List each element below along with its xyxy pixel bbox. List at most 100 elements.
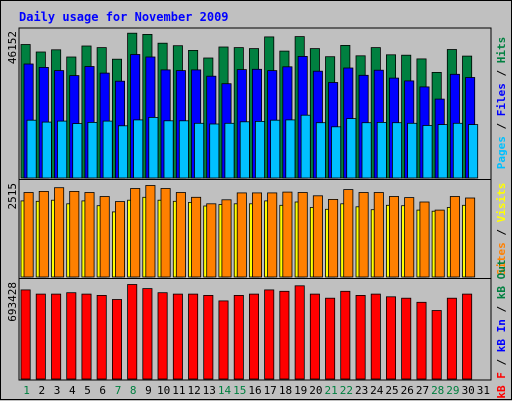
bar-sites-day-26 — [404, 197, 415, 278]
bar-pages-day-12 — [194, 122, 205, 179]
legend-item-kb-out: kB Out — [495, 259, 508, 299]
y-max-label-visits-sites: 2515 — [6, 183, 19, 210]
x-tick-label-day-19: 19 — [294, 384, 307, 397]
bar-pages-day-19 — [300, 114, 311, 179]
bar-sites-day-30 — [465, 197, 476, 278]
bar-sites-day-19 — [297, 192, 308, 278]
bar-kbytes-day-20 — [309, 293, 320, 380]
bar-sites-day-12 — [191, 196, 202, 278]
bar-sites-day-10 — [160, 188, 171, 278]
y-max-label-hits-files-pages: 46152 — [6, 31, 19, 64]
x-tick-label-day-30: 30 — [462, 384, 475, 397]
bar-sites-day-13 — [206, 203, 217, 278]
legend-item-sep: / — [495, 352, 508, 372]
bar-sites-day-5 — [84, 192, 95, 278]
bar-kbytes-day-26 — [401, 297, 412, 380]
bar-kbytes-day-19 — [294, 285, 305, 380]
bar-kbytes-day-16 — [248, 293, 259, 380]
legend-item-files: Files — [495, 83, 508, 116]
bar-sites-day-14 — [221, 199, 232, 278]
bar-kbytes-day-17 — [264, 289, 275, 380]
bar-sites-day-17 — [267, 192, 278, 278]
x-tick-label-day-17: 17 — [264, 384, 277, 397]
x-tick-label-day-11: 11 — [172, 384, 185, 397]
x-tick-label-day-14: 14 — [218, 384, 232, 397]
x-tick-label-day-20: 20 — [309, 384, 322, 397]
bar-kbytes-day-27 — [416, 301, 427, 380]
legend-item-kb-in: kB In — [495, 319, 508, 352]
bar-sites-day-21 — [328, 198, 339, 278]
x-tick-label-day-16: 16 — [248, 384, 261, 397]
x-tick-label-day-15: 15 — [233, 384, 246, 397]
bar-pages-day-3 — [57, 120, 68, 179]
x-tick-label-day-3: 3 — [54, 384, 61, 397]
bar-sites-day-6 — [99, 196, 110, 278]
bar-kbytes-day-28 — [431, 310, 442, 380]
bar-kbytes-day-29 — [446, 297, 457, 380]
legend-hits-files-pages: Pages / Files / Hits — [495, 37, 508, 170]
legend-item-sites: Sites — [495, 242, 508, 275]
bar-pages-day-24 — [376, 122, 387, 179]
x-tick-label-day-29: 29 — [446, 384, 459, 397]
bar-pages-day-8 — [133, 119, 144, 179]
bar-pages-day-29 — [452, 122, 463, 179]
bar-sites-day-3 — [54, 187, 65, 278]
bar-kbytes-day-30 — [462, 293, 473, 380]
bar-kbytes-day-3 — [51, 293, 62, 380]
bar-pages-day-7 — [118, 125, 129, 179]
bar-kbytes-day-18 — [279, 290, 290, 380]
legend-kb-in-out-f: kB F / kB In / kB Out — [495, 259, 508, 398]
bar-kbytes-day-10 — [157, 292, 168, 380]
chart-title: Daily usage for November 2009 — [19, 10, 229, 24]
bar-pages-day-22 — [346, 118, 357, 179]
legend-item-pages: Pages — [495, 136, 508, 169]
x-tick-label-day-26: 26 — [401, 384, 414, 397]
bar-pages-day-2 — [41, 121, 52, 179]
bar-pages-day-14 — [224, 122, 235, 179]
x-tick-label-day-27: 27 — [416, 384, 429, 397]
x-tick-label-day-13: 13 — [203, 384, 216, 397]
bar-pages-day-13 — [209, 123, 220, 179]
legend-item-sep: / — [495, 116, 508, 136]
x-tick-label-day-18: 18 — [279, 384, 292, 397]
x-tick-label-day-9: 9 — [145, 384, 152, 397]
bar-sites-day-8 — [130, 188, 141, 278]
bar-sites-day-18 — [282, 191, 293, 278]
bar-sites-day-23 — [358, 192, 369, 278]
x-tick-label-day-24: 24 — [370, 384, 384, 397]
bar-sites-day-1 — [23, 192, 34, 278]
bar-sites-day-4 — [69, 190, 80, 278]
x-tick-label-day-31: 31 — [477, 384, 490, 397]
bar-pages-day-27 — [422, 125, 433, 179]
legend-item-kb-f: kB F — [495, 372, 508, 399]
legend-item-sep: / — [495, 63, 508, 83]
x-tick-label-day-21: 21 — [324, 384, 337, 397]
bar-kbytes-day-1 — [20, 289, 31, 380]
bar-kbytes-day-22 — [340, 290, 351, 380]
plot-border — [18, 27, 492, 381]
bar-pages-day-26 — [407, 122, 418, 179]
bar-kbytes-day-11 — [172, 293, 183, 380]
bar-pages-day-30 — [468, 124, 479, 179]
legend-visits-sites: Sites / Visits — [495, 183, 508, 276]
bar-sites-day-28 — [434, 209, 445, 278]
bar-pages-day-11 — [178, 120, 189, 179]
legend-item-hits: Hits — [495, 37, 508, 64]
bar-pages-day-4 — [72, 123, 83, 179]
bar-kbytes-day-4 — [66, 292, 77, 380]
bar-pages-day-21 — [331, 126, 342, 179]
x-tick-label-day-2: 2 — [38, 384, 45, 397]
bar-kbytes-day-9 — [142, 288, 153, 380]
x-tick-label-day-25: 25 — [385, 384, 398, 397]
bar-sites-day-9 — [145, 185, 156, 278]
x-tick-label-day-6: 6 — [99, 384, 106, 397]
bar-sites-day-11 — [175, 192, 186, 278]
bar-kbytes-day-13 — [203, 294, 214, 380]
bar-kbytes-day-14 — [218, 300, 229, 380]
bar-pages-day-23 — [361, 122, 372, 179]
x-tick-label-day-8: 8 — [130, 384, 137, 397]
bar-kbytes-day-5 — [81, 293, 92, 380]
bar-sites-day-16 — [251, 192, 262, 278]
bar-kbytes-day-21 — [325, 297, 336, 380]
